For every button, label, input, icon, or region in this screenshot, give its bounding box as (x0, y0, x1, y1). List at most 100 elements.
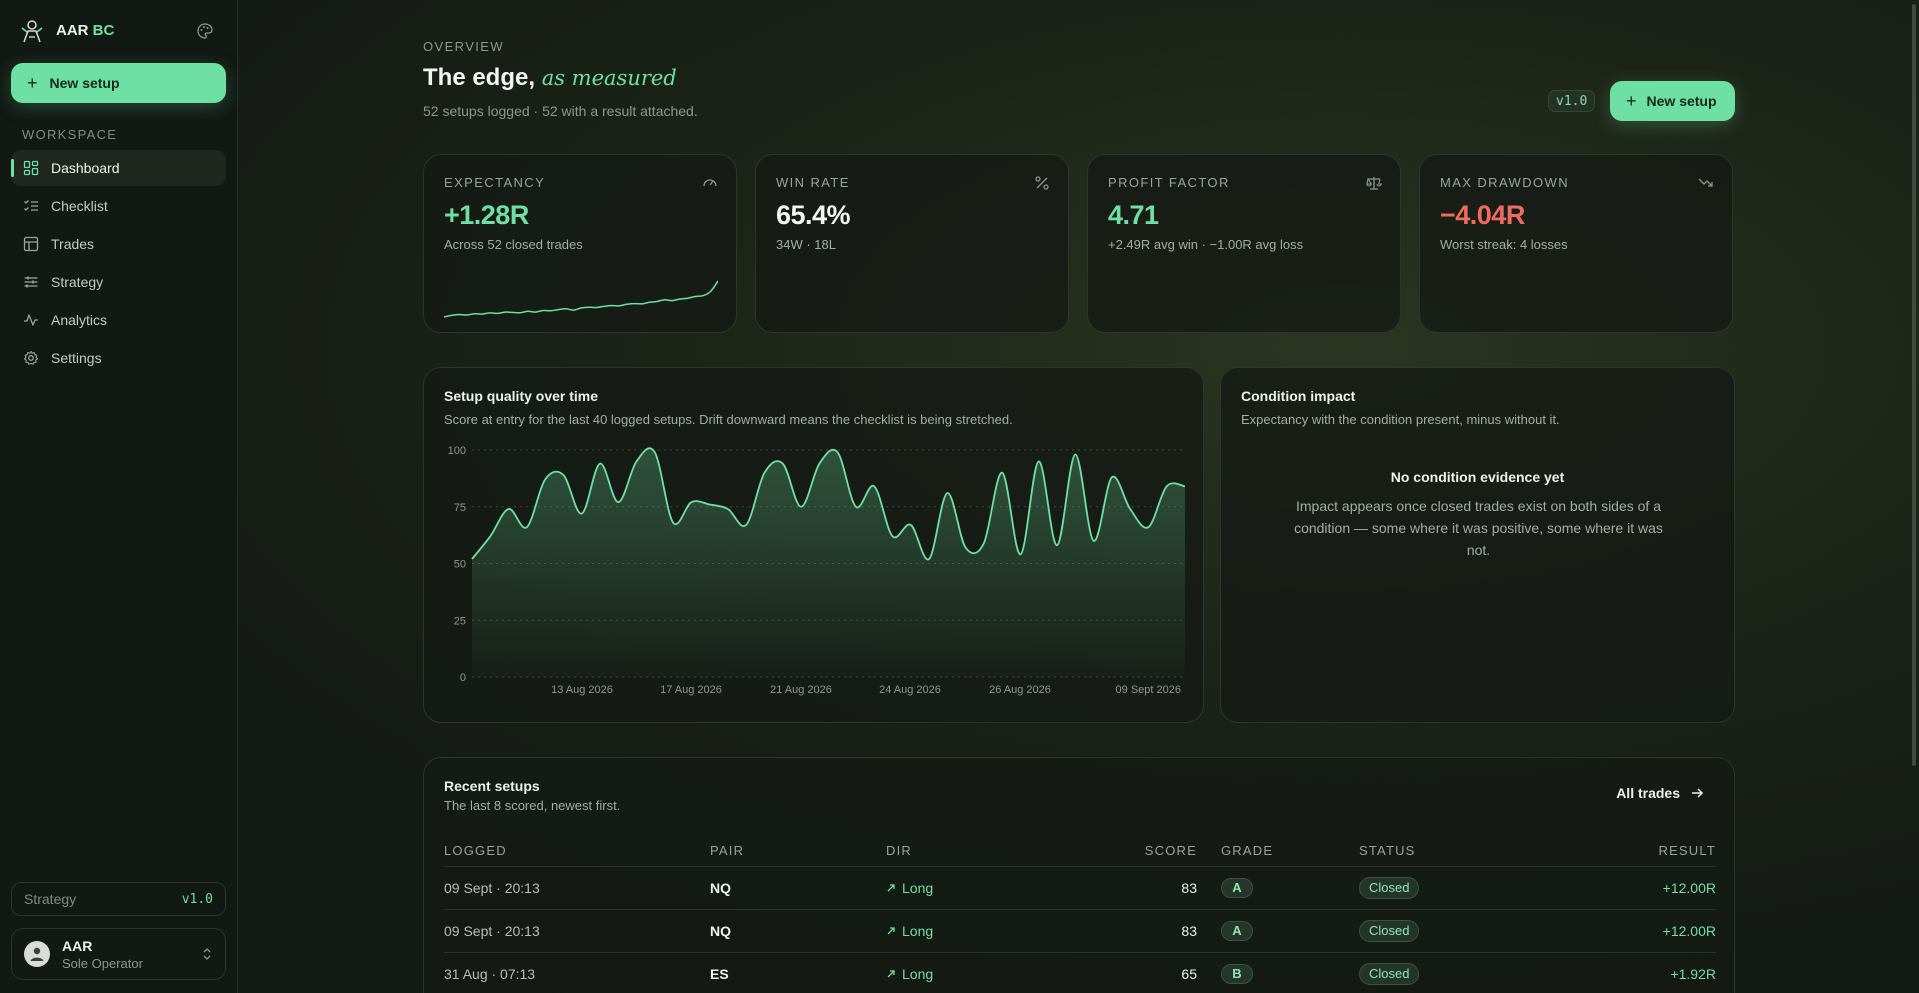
kpi-value: −4.04R (1440, 200, 1525, 230)
user-avatar-icon (30, 947, 44, 961)
y-tick-label: 100 (448, 445, 466, 457)
sidebar-item-dashboard[interactable]: Dashboard (11, 150, 226, 186)
kpi-value: 4.71 (1108, 200, 1159, 230)
column-header-pair[interactable]: PAIR (710, 842, 745, 858)
sidebar-nav: Dashboard Checklist Trades Strategy Anal… (11, 150, 226, 378)
recent-subtitle: The last 8 scored, newest first. (444, 798, 621, 813)
user-role: Sole Operator (62, 955, 143, 971)
cell-result: +12.00R (1662, 923, 1716, 939)
sparkline-line (444, 280, 718, 318)
x-tick-label: 21 Aug 2026 (770, 684, 832, 696)
sliders-icon (24, 276, 38, 288)
column-header-logged[interactable]: LOGGED (444, 842, 507, 858)
status-badge: Closed (1359, 920, 1420, 942)
kpi-label: PROFIT FACTOR (1108, 175, 1230, 190)
kpi-label: EXPECTANCY (444, 175, 546, 190)
kpi-value: +1.28R (444, 200, 529, 230)
page-title: The edge, as measured (423, 64, 677, 91)
user-menu[interactable]: AAR Sole Operator (11, 928, 226, 980)
cell-score: 83 (1181, 880, 1197, 896)
cell-logged: 09 Sept · 20:13 (444, 923, 540, 939)
sidebar-item-strategy[interactable]: Strategy (11, 264, 226, 300)
kpi-label: MAX DRAWDOWN (1440, 175, 1569, 190)
page-scrollbar[interactable] (1909, 0, 1919, 993)
kpi-label: WIN RATE (776, 175, 850, 190)
sidebar: AAR BC + New setup WORKSPACE Dashboard C… (0, 0, 238, 993)
column-header-status[interactable]: STATUS (1359, 842, 1416, 858)
strategy-version-selector[interactable]: Strategy v1.0 (11, 882, 226, 916)
cell-dir: Long (886, 880, 1106, 896)
cell-logged: 09 Sept · 20:13 (444, 880, 540, 896)
x-tick-label: 13 Aug 2026 (551, 684, 613, 696)
impact-subtitle: Expectancy with the condition present, m… (1241, 412, 1560, 427)
status-badge: Closed (1359, 963, 1420, 985)
cell-pair: NQ (710, 923, 731, 939)
cell-status: Closed (1359, 963, 1559, 985)
arrow-up-right-icon (887, 970, 895, 978)
sidebar-item-analytics[interactable]: Analytics (11, 302, 226, 338)
page-subtitle: 52 setups logged · 52 with a result atta… (423, 103, 698, 119)
column-header-grade[interactable]: GRADE (1221, 842, 1274, 858)
impact-title: Condition impact (1241, 388, 1356, 404)
table-row[interactable]: 09 Sept · 20:13 NQ Long 83 A Closed +12.… (444, 909, 1716, 952)
user-name: AAR (62, 937, 93, 954)
brand[interactable]: AAR BC (18, 16, 114, 44)
cell-pair: NQ (710, 880, 731, 896)
kpi-sub: Worst streak: 4 losses (1440, 237, 1568, 252)
arrow-up-right-icon (887, 927, 895, 935)
cell-result: +1.92R (1670, 966, 1716, 982)
cell-score: 65 (1181, 966, 1197, 982)
quality-line (471, 447, 1186, 561)
strategy-version: v1.0 (181, 891, 213, 907)
expectancy-sparkline (444, 280, 718, 318)
kpi-card-win-rate: WIN RATE 65.4% 34W · 18L (755, 154, 1069, 333)
table-row[interactable]: 09 Sept · 20:13 NQ Long 83 A Closed +12.… (444, 866, 1716, 909)
dashboard-icon (23, 160, 39, 176)
brand-logo-icon (21, 20, 43, 43)
table-header: LOGGED PAIR DIR SCORE GRADE STATUS RESUL… (444, 834, 1716, 866)
activity-icon (24, 314, 38, 326)
impact-empty-text: Impact appears once closed trades exist … (1294, 498, 1663, 558)
cell-grade: A (1197, 921, 1359, 941)
cell-status: Closed (1359, 920, 1559, 942)
y-tick-label: 50 (454, 559, 466, 571)
impact-empty-title: No condition evidence yet (1390, 469, 1565, 485)
grade-badge: A (1221, 921, 1253, 941)
kpi-sub: 34W · 18L (776, 237, 836, 252)
sidebar-item-trades[interactable]: Trades (11, 226, 226, 262)
grade-badge: B (1221, 964, 1253, 984)
column-header-score[interactable]: SCORE (1144, 842, 1197, 858)
recent-setups-table: LOGGED PAIR DIR SCORE GRADE STATUS RESUL… (444, 834, 1716, 993)
header-new-setup-button[interactable]: + New setup (1610, 81, 1735, 121)
chart-subtitle: Score at entry for the last 40 logged se… (444, 412, 1013, 427)
sidebar-section-label: WORKSPACE (22, 127, 118, 142)
checklist-icon (24, 200, 38, 211)
y-tick-label: 25 (454, 615, 466, 627)
table-row[interactable]: 31 Aug · 07:13 ES Long 65 B Closed +1.92… (444, 952, 1716, 993)
column-header-result[interactable]: RESULT (1658, 842, 1716, 858)
sidebar-item-checklist[interactable]: Checklist (11, 188, 226, 224)
scrollbar-thumb[interactable] (1912, 4, 1916, 766)
sidebar-new-setup-button[interactable]: + New setup (11, 63, 226, 103)
all-trades-link[interactable]: All trades (1616, 785, 1704, 801)
plus-icon: + (1626, 91, 1637, 111)
sidebar-item-settings[interactable]: Settings (11, 340, 226, 376)
setup-quality-chart: 100 75 50 25 0 13 Aug 2026 17 Aug 2026 21 Aug 2… (448, 445, 1186, 696)
kpi-card-expectancy: EXPECTANCY +1.28R Across 52 closed trade… (423, 154, 737, 333)
kpi-sub: Across 52 closed trades (444, 237, 583, 252)
kpi-value: 65.4% (776, 200, 851, 230)
avatar (24, 941, 50, 967)
page-eyebrow: OVERVIEW (423, 39, 505, 54)
cell-grade: A (1197, 878, 1359, 898)
arrow-up-right-icon (887, 884, 895, 892)
palette-icon[interactable] (196, 22, 214, 40)
percent-icon (1035, 176, 1049, 190)
column-header-dir[interactable]: DIR (886, 842, 912, 858)
version-badge: v1.0 (1548, 90, 1596, 112)
cell-pair: ES (710, 966, 729, 982)
y-tick-label: 0 (460, 672, 466, 684)
table-icon (23, 236, 39, 252)
gear-icon (23, 350, 39, 365)
quality-area-fill (472, 448, 1185, 677)
x-tick-label: 26 Aug 2026 (989, 684, 1051, 696)
